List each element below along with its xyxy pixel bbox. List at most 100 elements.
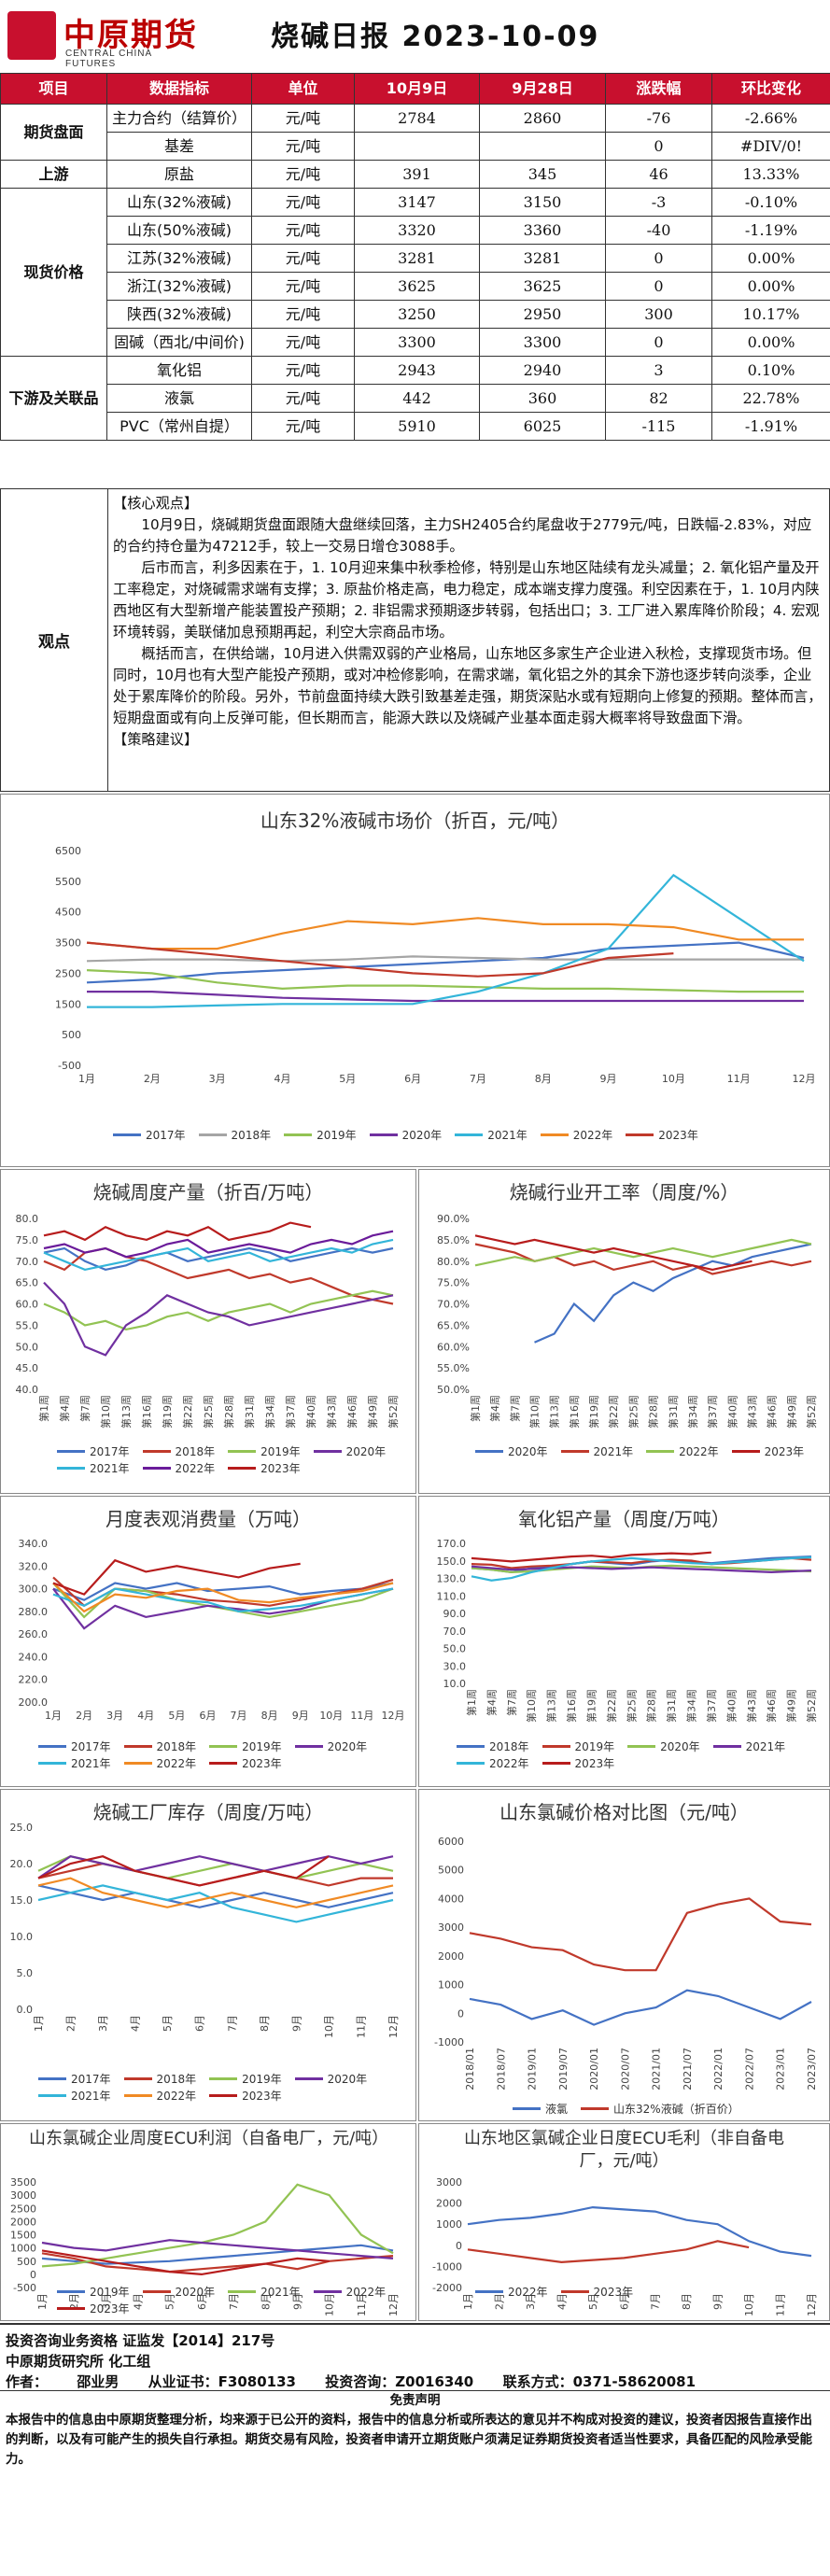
legend-label: 2021年 <box>746 1738 786 1754</box>
row-unit: 元/吨 <box>252 385 355 413</box>
y-tick-label: 30.0 <box>443 1660 467 1672</box>
row-pct: #DIV/0! <box>712 133 830 161</box>
series-line <box>44 1223 311 1240</box>
x-tick-label: 第52周 <box>805 1689 818 1723</box>
x-tick-label: 2月 <box>76 1710 92 1722</box>
row-name: 浙江(32%液碱) <box>107 273 252 301</box>
legend-swatch <box>295 2077 323 2080</box>
legend-label: 2021年 <box>71 1755 111 1771</box>
x-tick-label: 第22周 <box>605 1689 618 1723</box>
legend-swatch <box>541 1133 569 1136</box>
legend-swatch <box>284 1133 312 1136</box>
legend-label: 2023年 <box>90 2301 130 2316</box>
series-line <box>468 2207 811 2256</box>
legend-swatch <box>124 1762 152 1765</box>
legend-item: 山东32%液碱（折百价） <box>581 2101 739 2117</box>
x-tick-label: 3月 <box>106 1710 123 1722</box>
row-value-today: 3250 <box>355 301 480 329</box>
x-tick-label: 第31周 <box>243 1395 256 1429</box>
legend-item: 2021年 <box>561 1443 634 1459</box>
row-name: PVC（常州自提） <box>107 413 252 441</box>
series-line <box>44 1232 393 1258</box>
legend-item: 2021年 <box>38 2088 111 2104</box>
footer-author: 作者： 邵业男 从业证书：F3080133 投资咨询：Z0016340 联系方式… <box>6 2372 696 2391</box>
row-name: 固碱（西北/中间价) <box>107 329 252 357</box>
x-tick-label: 6月 <box>404 1073 421 1085</box>
x-tick-label: 2021/01 <box>651 2048 663 2090</box>
row-name: 氧化铝 <box>107 357 252 385</box>
x-tick-label: 1月 <box>78 1073 95 1085</box>
row-value-prev: 2860 <box>480 105 606 133</box>
legend-label: 2020年 <box>328 2071 368 2087</box>
series-line <box>53 1560 301 1594</box>
col-header: 环比变化 <box>712 74 830 105</box>
col-header: 涨跌幅 <box>606 74 712 105</box>
y-tick-label: 300.0 <box>19 1584 49 1596</box>
x-tick-label: 1月 <box>36 2293 49 2310</box>
legend-item: 2023年 <box>209 2088 282 2104</box>
x-tick-label: 2月 <box>144 1073 161 1085</box>
row-change: 0 <box>606 133 712 161</box>
y-tick-label: 80.0% <box>437 1256 470 1268</box>
legend-swatch <box>513 2107 541 2110</box>
legend-item: 2020年 <box>627 1738 700 1754</box>
y-tick-label: 2000 <box>438 1950 464 1963</box>
legend-item: 2018年 <box>143 1443 216 1459</box>
report-header: 中原期货 CENTRAL CHINA FUTURES 烧碱日报 2023-10-… <box>0 0 830 75</box>
row-pct: 0.00% <box>712 245 830 273</box>
col-header: 单位 <box>252 74 355 105</box>
x-tick-label: 2023/07 <box>806 2048 818 2090</box>
y-tick-label: 75.0% <box>437 1277 470 1289</box>
chart-legend: 液氯山东32%液碱（折百价） <box>513 2100 820 2117</box>
legend-label: 2020年 <box>346 1443 387 1459</box>
y-tick-label: 220.0 <box>19 1674 49 1686</box>
legend-label: 2020年 <box>402 1127 443 1143</box>
series-line <box>44 1291 393 1330</box>
row-value-prev: 3150 <box>480 189 606 217</box>
row-value-today: 442 <box>355 385 480 413</box>
row-unit: 元/吨 <box>252 357 355 385</box>
x-tick-label: 第16周 <box>568 1395 581 1429</box>
y-tick-label: 0.0 <box>17 2004 34 2016</box>
x-tick-label: 11月 <box>355 2015 367 2038</box>
legend-swatch <box>143 2290 171 2293</box>
x-tick-label: 第43周 <box>745 1395 758 1429</box>
y-tick-label: 500 <box>62 1029 81 1041</box>
row-unit: 元/吨 <box>252 329 355 357</box>
y-tick-label: -500 <box>13 2282 36 2294</box>
view-text: 【核心观点】10月9日，烧碱期货盘面跟随大盘继续回落，主力SH2405合约尾盘收… <box>113 493 823 751</box>
legend-item: 2020年 <box>475 1443 548 1459</box>
legend-label: 2018年 <box>157 1738 197 1754</box>
row-change: 0 <box>606 329 712 357</box>
row-name: 山东(32%液碱) <box>107 189 252 217</box>
legend-swatch <box>209 1745 237 1748</box>
y-tick-label: 90.0% <box>437 1213 470 1225</box>
legend-swatch <box>199 1133 227 1136</box>
x-tick-label: 2018/01 <box>464 2048 476 2090</box>
y-tick-label: 320.0 <box>19 1560 49 1572</box>
x-tick-label: 第7周 <box>508 1395 521 1422</box>
legend-label: 2019年 <box>317 1127 357 1143</box>
x-tick-label: 7月 <box>226 2015 238 2032</box>
row-change: 0 <box>606 273 712 301</box>
legend-label: 2023年 <box>765 1443 805 1459</box>
legend-label: 2022年 <box>489 1755 529 1771</box>
footer-license: 投资咨询业务资格 证监发【2014】217号 <box>6 2330 274 2350</box>
legend-swatch <box>370 1133 398 1136</box>
legend-item: 2023年 <box>209 1755 282 1771</box>
row-value-today: 391 <box>355 161 480 189</box>
legend-label: 液氯 <box>545 2101 568 2117</box>
y-tick-label: 4000 <box>438 1893 464 1905</box>
x-tick-label: 3月 <box>97 2015 109 2032</box>
legend-label: 2023年 <box>594 2284 634 2300</box>
col-header: 数据指标 <box>107 74 252 105</box>
